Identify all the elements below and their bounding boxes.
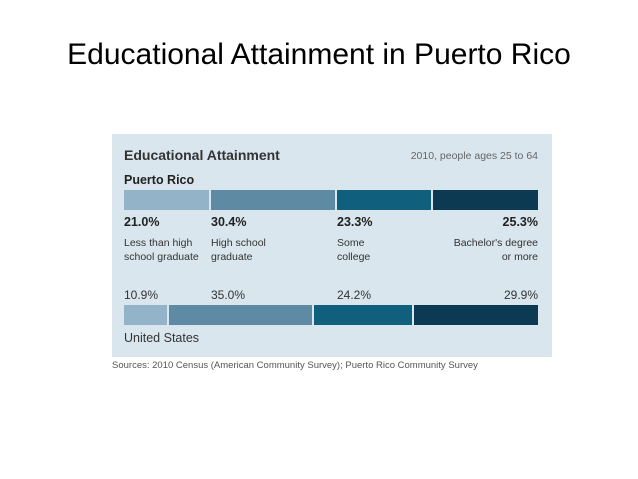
slide-title: Educational Attainment in Puerto Rico [67,38,571,71]
category-label-1: 21.0% Less than high school graduate [124,215,229,264]
data-label-puerto-rico-1: 21.0% [124,215,160,229]
data-label-puerto-rico-2: 30.4% [211,215,247,229]
bar-segment-united-states-1 [124,305,169,325]
category-label-3: 23.3% Some college [337,215,442,264]
bar-segment-puerto-rico-1 [124,190,211,210]
data-label-united-states-2: 35.0% [211,288,246,302]
stacked-bar-united-states [124,305,538,325]
chart-source: Sources: 2010 Census (American Community… [112,360,478,371]
data-label-puerto-rico-3: 23.3% [337,215,373,229]
bar-segment-united-states-3 [314,305,414,325]
category-label-4: 25.3% Bachelor's degree or more [433,215,538,264]
data-label-puerto-rico-4: 25.3% [502,215,538,229]
series-name-puerto-rico: Puerto Rico [124,173,195,187]
bar-segment-puerto-rico-3 [337,190,433,210]
category-name-3: Some college [337,237,371,263]
bar-segment-united-states-2 [169,305,314,325]
chart-title: Educational Attainment [124,147,280,163]
category-name-4: Bachelor's degree or more [453,237,538,263]
stacked-bar-puerto-rico [124,190,538,210]
chart-panel: Educational Attainment 2010, people ages… [112,134,552,357]
data-label-united-states-4: 29.9% [503,288,538,302]
category-name-1: Less than high school graduate [124,237,199,263]
bar-segment-united-states-4 [414,305,538,325]
bar-segment-puerto-rico-4 [433,190,538,210]
category-name-2: High school graduate [211,237,266,263]
series-name-united-states: United States [124,331,200,345]
data-label-united-states-3: 24.2% [337,288,372,302]
category-label-2: 30.4% High school graduate [211,215,316,264]
data-label-united-states-1: 10.9% [124,288,159,302]
chart-subtitle: 2010, people ages 25 to 64 [410,150,538,162]
bar-segment-puerto-rico-2 [211,190,337,210]
